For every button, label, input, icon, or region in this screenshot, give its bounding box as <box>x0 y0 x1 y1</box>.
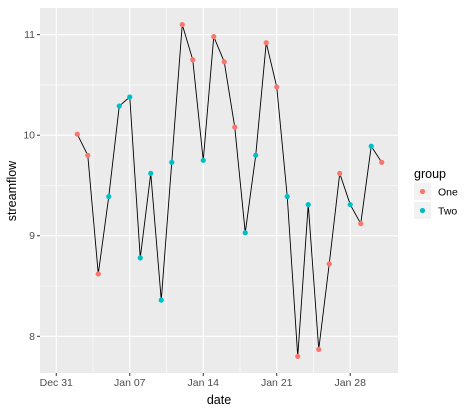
major-gridlines <box>40 8 398 373</box>
x-tick-label: Jan 28 <box>334 377 366 389</box>
legend-label-two: Two <box>438 206 457 218</box>
data-point-one <box>85 152 91 158</box>
x-axis-title: date <box>207 393 231 407</box>
legend-title: group <box>414 167 446 181</box>
data-point-two <box>116 103 122 109</box>
data-point-one <box>95 271 101 277</box>
data-point-two <box>200 157 206 163</box>
data-point-one <box>358 221 364 227</box>
legend-label-one: One <box>438 187 458 199</box>
data-point-one <box>337 170 343 177</box>
data-point-two <box>106 193 112 200</box>
data-point-one <box>295 353 301 360</box>
y-tick-label: 8 <box>29 331 35 343</box>
x-tick-label: Dec 31 <box>40 377 73 389</box>
data-point-two <box>284 193 290 200</box>
data-point-two <box>127 94 133 100</box>
y-tick-label: 11 <box>24 29 35 41</box>
y-axis: 8 9 10 11 <box>23 29 40 343</box>
data-point-two <box>347 201 353 208</box>
data-point-two <box>137 255 143 261</box>
data-point-one <box>190 57 196 63</box>
legend: group One Two <box>414 167 458 219</box>
legend-dot-two <box>419 207 426 214</box>
data-point-one <box>379 159 385 165</box>
data-point-one <box>326 261 332 267</box>
panel-background <box>40 8 398 373</box>
y-tick-label: 10 <box>23 130 35 142</box>
data-point-two <box>169 159 175 165</box>
data-point-one <box>274 84 280 90</box>
legend-dot-one <box>419 188 426 195</box>
legend-entry-two: Two <box>414 202 457 219</box>
x-tick-label: Jan 14 <box>187 377 219 389</box>
y-axis-title: streamflow <box>5 160 19 221</box>
data-point-one <box>316 346 322 352</box>
data-point-two <box>253 152 259 158</box>
x-tick-label: Jan 21 <box>261 377 293 389</box>
x-axis: Dec 31 Jan 07 Jan 14 Jan 21 Jan 28 <box>40 373 366 389</box>
y-tick-label: 9 <box>29 230 35 242</box>
legend-entry-one: One <box>414 183 458 200</box>
data-point-two <box>368 143 374 149</box>
data-point-one <box>179 21 185 28</box>
data-points <box>74 21 385 360</box>
data-point-one <box>263 40 269 46</box>
data-point-one <box>74 131 80 137</box>
data-point-one <box>232 124 238 130</box>
data-point-one <box>221 59 227 65</box>
data-point-two <box>242 230 248 236</box>
data-point-two <box>158 297 164 303</box>
data-point-two <box>305 201 311 208</box>
data-point-two <box>148 170 154 177</box>
data-point-one <box>211 34 217 40</box>
minor-gridlines <box>40 8 398 373</box>
x-tick-label: Jan 07 <box>114 377 146 389</box>
